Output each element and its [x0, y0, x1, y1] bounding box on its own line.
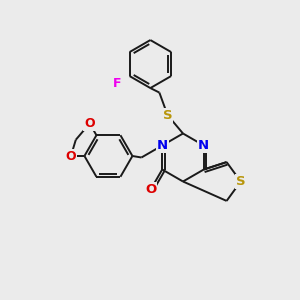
Text: S: S [163, 109, 172, 122]
Text: N: N [198, 139, 209, 152]
Text: O: O [145, 183, 156, 196]
Text: F: F [113, 77, 122, 90]
Text: S: S [236, 175, 245, 188]
Text: N: N [157, 139, 168, 152]
Text: O: O [84, 117, 95, 130]
Text: O: O [66, 149, 76, 163]
